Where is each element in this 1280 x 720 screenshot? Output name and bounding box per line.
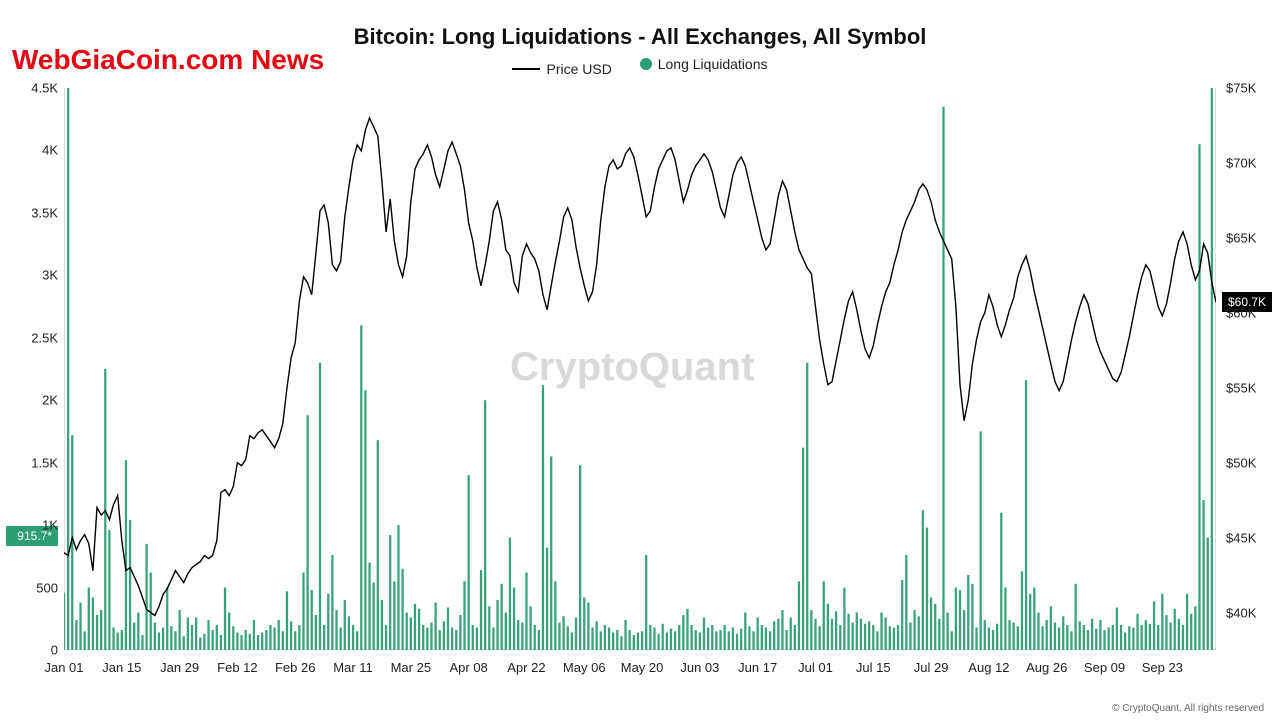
legend-item-price: Price USD [512,61,611,77]
axis-tick-label: $70K [1226,155,1278,170]
axis-tick-label: 4K [14,143,58,158]
axis-tick-label: Jun 17 [738,660,777,675]
copyright: © CryptoQuant. All rights reserved [1112,703,1264,714]
axis-tick-label: May 06 [563,660,606,675]
chart-plot-area [64,88,1216,650]
overlay-brand: WebGiaCoin.com News [12,44,324,76]
axis-tick-label: Apr 08 [449,660,487,675]
axis-tick-label: $40K [1226,605,1278,620]
axis-tick-label: Jan 29 [160,660,199,675]
axis-tick-label: 1K [14,518,58,533]
axis-tick-label: Jun 03 [680,660,719,675]
axis-tick-label: Aug 12 [968,660,1009,675]
axis-tick-label: Jul 01 [798,660,833,675]
axis-tick-label: $50K [1226,455,1278,470]
legend-line-sample [512,68,540,70]
axis-tick-label: 500 [14,580,58,595]
axis-tick-label: $60K [1226,305,1278,320]
axis-tick-label: Feb 26 [275,660,315,675]
axis-tick-label: 2.5K [14,330,58,345]
axis-tick-label: May 20 [621,660,664,675]
axis-tick-label: $75K [1226,81,1278,96]
axis-tick-label: Jul 29 [914,660,949,675]
axis-tick-label: 3K [14,268,58,283]
axis-tick-label: 0 [14,643,58,658]
axis-tick-label: Apr 22 [507,660,545,675]
axis-tick-label: Mar 25 [391,660,431,675]
axis-tick-label: $45K [1226,530,1278,545]
axis-tick-label: Jan 01 [44,660,83,675]
axis-tick-label: $65K [1226,230,1278,245]
axis-tick-label: Jul 15 [856,660,891,675]
axis-tick-label: 3.5K [14,205,58,220]
axis-tick-label: Jan 15 [102,660,141,675]
axis-tick-label: $55K [1226,380,1278,395]
axis-tick-label: Mar 11 [333,660,373,675]
legend-label-price: Price USD [546,61,611,77]
legend-label-liq: Long Liquidations [658,56,768,72]
legend-dot-sample [640,58,652,70]
axis-tick-label: Sep 09 [1084,660,1125,675]
axis-tick-label: Feb 12 [217,660,257,675]
axis-tick-label: Aug 26 [1026,660,1067,675]
axis-tick-label: 2K [14,393,58,408]
axis-tick-label: 1.5K [14,455,58,470]
axis-tick-label: Sep 23 [1142,660,1183,675]
legend-item-liq: Long Liquidations [640,56,768,72]
axis-tick-label: 4.5K [14,81,58,96]
